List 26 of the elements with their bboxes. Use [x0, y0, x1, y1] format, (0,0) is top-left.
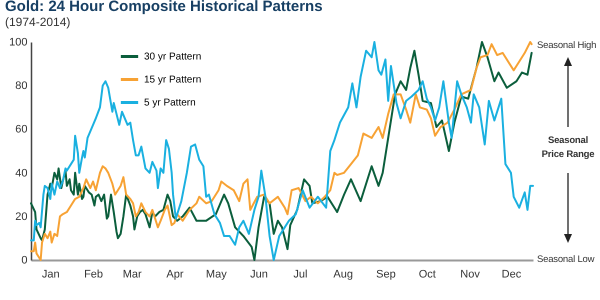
y-tick-label: 20	[15, 210, 28, 223]
x-tick-label: Sep	[376, 268, 396, 280]
x-tick-label: Nov	[460, 268, 480, 280]
x-tick-label: Mar	[122, 268, 142, 280]
text: Seasonal High	[537, 40, 596, 51]
legend-label: 15 yr Pattern	[144, 74, 202, 86]
x-tick-label: Jan	[42, 268, 60, 280]
y-tick-label: 0	[21, 254, 28, 266]
x-tick-label: Apr	[166, 268, 184, 280]
x-tick-label: Oct	[418, 268, 436, 280]
chart-title: Gold: 24 Hour Composite Historical Patterns	[5, 0, 323, 15]
y-tick-label: 100	[9, 36, 28, 48]
x-tick-label: Jul	[293, 268, 308, 280]
legend-label: 30 yr Pattern	[144, 52, 202, 62]
y-tick-label: 80	[15, 80, 28, 92]
y-tick-label: 40	[15, 167, 28, 180]
text: Seasonal Price Range	[540, 134, 596, 162]
legend-label: 5 yr Pattern	[144, 98, 196, 108]
x-tick-label: May	[206, 268, 228, 280]
chart-subtitle: (1974-2014)	[5, 15, 70, 29]
x-tick-label: Aug	[333, 268, 353, 280]
text: Seasonal Low	[537, 254, 594, 265]
x-tick-label: Dec	[502, 268, 522, 280]
x-tick-label: Jun	[250, 268, 268, 280]
y-tick-label: 60	[15, 124, 28, 136]
x-tick-label: Feb	[84, 268, 104, 280]
